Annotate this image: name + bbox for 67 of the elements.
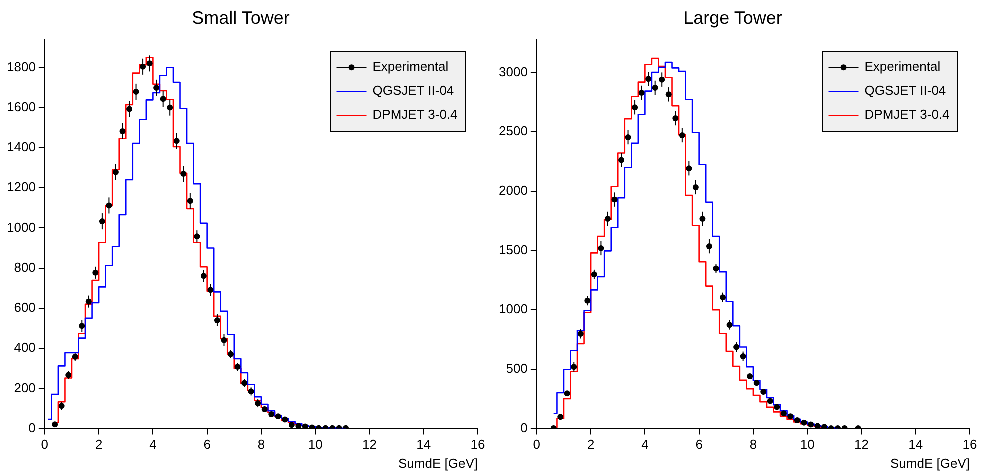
y-tick-label: 1500 — [499, 242, 528, 258]
y-tick-label: 3000 — [499, 64, 528, 80]
chart-title: Large Tower — [684, 8, 782, 28]
x-tick-label: 12 — [362, 437, 377, 452]
y-tick-label: 1000 — [7, 220, 36, 235]
y-tick-label: 1400 — [7, 140, 36, 155]
y-tick-label: 2000 — [499, 183, 528, 198]
x-axis-title: SumdE [GeV] — [398, 456, 478, 471]
point — [564, 390, 570, 397]
x-tick-label: 6 — [696, 437, 703, 452]
point — [814, 423, 821, 429]
point — [747, 373, 754, 380]
point — [288, 422, 295, 428]
point — [774, 404, 780, 410]
point — [282, 416, 288, 423]
x-tick-label: 0 — [533, 437, 541, 452]
x-tick-label: 16 — [962, 437, 978, 452]
point — [760, 389, 767, 396]
legend-label: QGSJET II-04 — [864, 83, 946, 98]
y-tick-label: 800 — [14, 260, 36, 275]
x-tick-label: 8 — [750, 437, 758, 452]
x-tick-label: 6 — [204, 437, 211, 452]
y-tick-label: 1200 — [7, 180, 36, 195]
point — [822, 424, 828, 429]
x-axis-title: SumdE [GeV] — [890, 456, 970, 471]
point — [767, 398, 774, 404]
x-tick-label: 14 — [908, 437, 924, 452]
point — [754, 380, 760, 386]
x-tick-label: 0 — [41, 437, 49, 452]
chart-title: Small Tower — [192, 8, 290, 28]
y-tick-label: 2500 — [499, 124, 528, 139]
point — [302, 424, 308, 429]
y-tick-label: 200 — [14, 380, 36, 396]
point — [780, 410, 787, 417]
legend-label: DPMJET 3-0.4 — [864, 107, 950, 122]
y-tick-label: 0 — [520, 420, 528, 436]
point — [296, 423, 302, 429]
y-tick-label: 0 — [28, 420, 36, 436]
point — [801, 420, 808, 426]
legend-label: QGSJET II-04 — [372, 83, 454, 98]
y-tick-label: 400 — [14, 340, 36, 356]
y-tick-label: 500 — [506, 361, 528, 376]
x-tick-label: 4 — [150, 437, 157, 452]
x-tick-label: 4 — [642, 437, 649, 452]
x-tick-label: 16 — [470, 437, 486, 452]
x-tick-label: 2 — [587, 437, 595, 452]
y-tick-label: 600 — [14, 300, 36, 316]
x-tick-label: 12 — [854, 437, 869, 452]
y-tick-label: 1800 — [7, 59, 36, 74]
legend-label: Experimental — [372, 59, 449, 74]
legend-label: Experimental — [864, 59, 941, 74]
x-tick-label: 14 — [416, 437, 432, 452]
point — [794, 417, 800, 424]
point — [262, 406, 268, 413]
point — [788, 414, 794, 420]
x-tick-label: 10 — [800, 437, 815, 452]
point — [558, 414, 564, 420]
point — [808, 422, 814, 428]
x-tick-label: 10 — [308, 437, 323, 452]
x-tick-label: 2 — [95, 437, 103, 452]
point — [52, 422, 58, 428]
point — [275, 414, 282, 420]
y-tick-label: 1000 — [499, 302, 528, 317]
y-tick-label: 1600 — [7, 99, 36, 114]
legend-label: DPMJET 3-0.4 — [372, 107, 458, 122]
x-tick-label: 8 — [258, 437, 266, 452]
point — [268, 412, 275, 418]
